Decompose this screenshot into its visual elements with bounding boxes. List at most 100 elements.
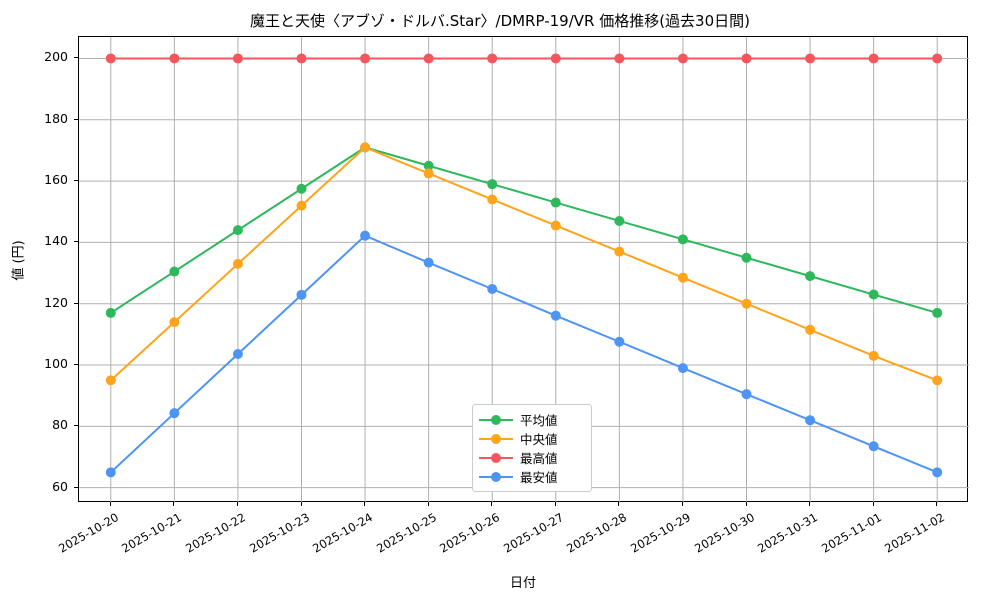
legend-item[interactable]: 最安値 bbox=[479, 467, 583, 486]
data-point-marker bbox=[487, 284, 498, 295]
x-axis-tick-mark bbox=[236, 502, 238, 506]
data-point-marker bbox=[932, 467, 943, 478]
series-line bbox=[109, 234, 939, 474]
x-axis-tick-mark bbox=[491, 502, 493, 506]
data-point-marker bbox=[550, 197, 561, 208]
data-point-marker bbox=[296, 200, 307, 211]
data-point-marker bbox=[741, 298, 752, 309]
x-axis-tick-mark bbox=[173, 502, 175, 506]
legend-item-label: 最高値 bbox=[520, 451, 558, 466]
data-point-marker bbox=[169, 408, 180, 419]
data-point-marker bbox=[169, 266, 180, 277]
legend-swatch-icon bbox=[479, 470, 513, 484]
y-axis-tick-mark bbox=[74, 180, 78, 182]
y-axis-tick-label: 180 bbox=[44, 110, 68, 126]
data-point-marker bbox=[932, 307, 943, 318]
x-axis-label: 日付 bbox=[509, 576, 536, 591]
series-line bbox=[109, 146, 939, 382]
data-point-marker bbox=[614, 215, 625, 226]
data-point-marker bbox=[487, 179, 498, 190]
legend-item[interactable]: 最高値 bbox=[479, 448, 583, 467]
x-axis-tick-label: 2025-10-24 bbox=[310, 510, 376, 556]
x-axis-tick-mark bbox=[681, 502, 683, 506]
x-axis-tick-mark bbox=[364, 502, 366, 506]
series-markers bbox=[105, 53, 943, 478]
data-point-marker bbox=[932, 53, 943, 64]
data-point-marker bbox=[423, 53, 434, 64]
data-point-marker bbox=[423, 168, 434, 179]
legend-item-label: 中央値 bbox=[520, 432, 558, 447]
data-point-marker bbox=[105, 467, 116, 478]
legend-item[interactable]: 平均値 bbox=[479, 410, 583, 429]
legend-item[interactable]: 中央値 bbox=[479, 429, 583, 448]
data-point-marker bbox=[487, 194, 498, 205]
x-axis-tick-mark bbox=[618, 502, 620, 506]
x-axis-tick-label: 2025-10-30 bbox=[691, 510, 757, 556]
data-point-marker bbox=[741, 252, 752, 263]
y-axis-tick-label: 160 bbox=[44, 172, 68, 188]
y-axis-tick-mark bbox=[74, 364, 78, 366]
x-axis-tick-label: 2025-10-26 bbox=[437, 510, 503, 556]
data-point-marker bbox=[614, 246, 625, 257]
x-axis-tick-label: 2025-10-20 bbox=[55, 510, 121, 556]
legend-swatch-icon bbox=[479, 413, 513, 427]
y-axis-tick-mark bbox=[74, 486, 78, 488]
legend-item-label: 平均値 bbox=[520, 413, 558, 428]
x-axis-tick-mark bbox=[109, 502, 111, 506]
x-axis-tick-label: 2025-11-02 bbox=[882, 510, 948, 556]
series-lines bbox=[109, 57, 939, 474]
data-point-marker bbox=[932, 375, 943, 386]
data-point-marker bbox=[296, 289, 307, 300]
data-point-marker bbox=[360, 230, 371, 241]
data-point-marker bbox=[868, 350, 879, 361]
y-axis-label: 値 (円) bbox=[6, 0, 28, 520]
x-axis-tick-mark bbox=[554, 502, 556, 506]
data-point-marker bbox=[296, 53, 307, 64]
x-axis-tick-label: 2025-10-21 bbox=[119, 510, 185, 556]
data-point-marker bbox=[232, 258, 243, 269]
data-point-marker bbox=[614, 53, 625, 64]
legend-swatch-icon bbox=[479, 451, 513, 465]
data-point-marker bbox=[423, 160, 434, 171]
data-point-marker bbox=[677, 53, 688, 64]
data-point-marker bbox=[805, 271, 816, 282]
data-point-marker bbox=[169, 317, 180, 328]
y-axis-tick-label: 80 bbox=[52, 417, 68, 433]
data-point-marker bbox=[677, 272, 688, 283]
data-point-marker bbox=[550, 220, 561, 231]
y-axis-tick-label: 120 bbox=[44, 294, 68, 310]
y-axis-tick-mark bbox=[74, 425, 78, 427]
x-axis-tick-label: 2025-10-31 bbox=[755, 510, 821, 556]
data-point-marker bbox=[741, 53, 752, 64]
legend-swatch-icon bbox=[479, 432, 513, 446]
data-point-marker bbox=[169, 53, 180, 64]
x-axis-tick-label: 2025-10-28 bbox=[564, 510, 630, 556]
data-point-marker bbox=[614, 336, 625, 347]
x-axis-tick-mark bbox=[936, 502, 938, 506]
chart-legend: 平均値中央値最高値 最安値 bbox=[472, 404, 592, 492]
x-axis-tick-label: 2025-10-27 bbox=[500, 510, 566, 556]
y-axis-label-text: 値 (円) bbox=[11, 239, 27, 281]
data-point-marker bbox=[550, 310, 561, 321]
data-point-marker bbox=[105, 53, 116, 64]
x-axis-tick-mark bbox=[809, 502, 811, 506]
y-axis-tick-label: 60 bbox=[52, 478, 68, 494]
data-point-marker bbox=[868, 441, 879, 452]
data-point-marker bbox=[868, 53, 879, 64]
data-point-marker bbox=[232, 53, 243, 64]
data-point-marker bbox=[232, 225, 243, 236]
chart-title: 魔王と天使〈アブゾ・ドルバ.Star〉/DMRP-19/VR 価格推移(過去30… bbox=[249, 12, 750, 30]
data-point-marker bbox=[868, 289, 879, 300]
data-point-marker bbox=[677, 363, 688, 374]
data-point-marker bbox=[805, 415, 816, 426]
y-axis-tick-mark bbox=[74, 118, 78, 120]
x-axis-tick-label: 2025-11-01 bbox=[818, 510, 884, 556]
data-point-marker bbox=[677, 234, 688, 245]
data-point-marker bbox=[105, 307, 116, 318]
data-point-marker bbox=[232, 349, 243, 360]
y-axis-tick-mark bbox=[74, 302, 78, 304]
data-point-marker bbox=[423, 257, 434, 268]
data-point-marker bbox=[360, 53, 371, 64]
y-axis-tick-mark bbox=[74, 241, 78, 243]
